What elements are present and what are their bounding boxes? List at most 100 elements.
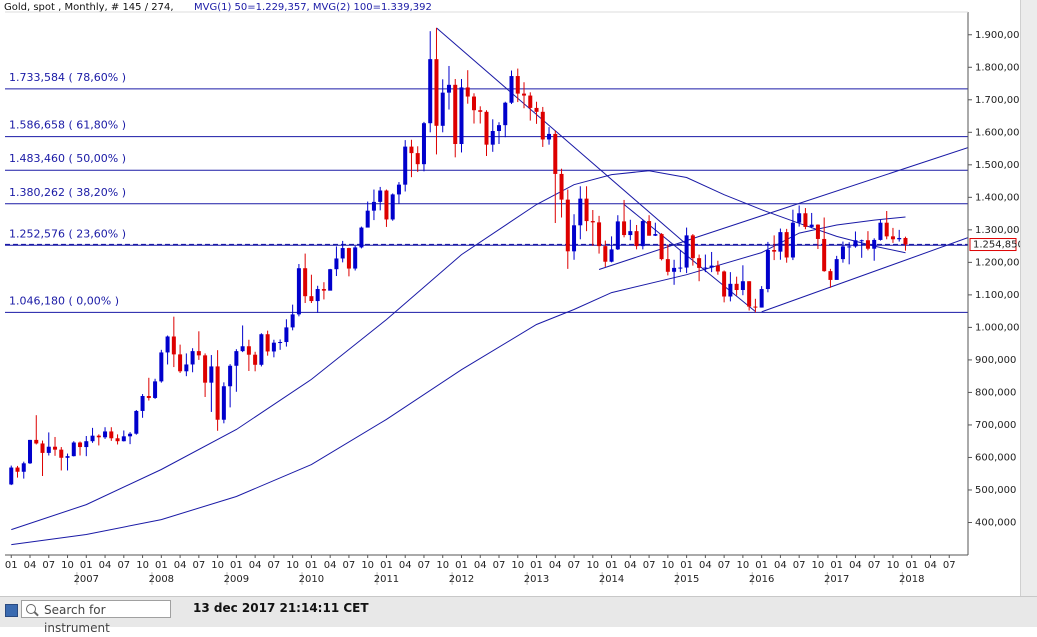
candle-body: [196, 351, 201, 356]
candle-body: [722, 271, 727, 297]
x-tick-label: 01: [830, 560, 843, 571]
candle-body: [215, 366, 220, 420]
x-tick-label: 10: [286, 560, 299, 571]
candle-body: [296, 268, 301, 315]
candle-body: [121, 436, 126, 442]
candle-body: [315, 289, 320, 302]
candle-body: [728, 283, 733, 297]
x-tick-label: 01: [605, 560, 618, 571]
candle-body: [246, 346, 251, 355]
candle-body: [559, 173, 564, 200]
year-label: 2017: [824, 574, 849, 585]
candle-body: [434, 59, 439, 126]
candle-body: [690, 235, 695, 259]
candle-body: [709, 265, 714, 268]
level-label: 1.733,584 ( 78,60% ): [9, 71, 126, 84]
menu-icon[interactable]: [5, 604, 18, 617]
candle-body: [59, 449, 64, 458]
candle-body: [665, 259, 670, 272]
y-tick-label: 500,000: [975, 485, 1016, 496]
x-tick-label: 07: [793, 560, 806, 571]
last-price-box: [969, 238, 1017, 252]
level-label: 1.380,262 ( 38,20% ): [9, 186, 126, 199]
candle-body: [78, 442, 83, 448]
candle-body: [459, 87, 464, 145]
candle-body: [65, 456, 70, 458]
candle-body: [446, 84, 451, 93]
year-label: 2010: [299, 574, 324, 585]
candle-body: [503, 102, 508, 126]
x-tick-label: 04: [849, 560, 862, 571]
level-label: 1.252,576 ( 23,60% ): [9, 227, 126, 240]
y-tick-label: 1.800,000: [975, 62, 1020, 73]
candle-body: [203, 355, 208, 383]
x-tick-label: 07: [418, 560, 431, 571]
y-tick-label: 700,000: [975, 420, 1016, 431]
candle-body: [897, 237, 902, 240]
level-label: 1.586,658 ( 61,80% ): [9, 119, 126, 132]
candle-body: [396, 184, 401, 195]
search-input[interactable]: Search for instrument: [21, 600, 171, 635]
candle-body: [578, 198, 583, 226]
candle-body: [678, 267, 683, 269]
candle-body: [153, 381, 158, 398]
y-tick-label: 1.000,000: [975, 322, 1020, 333]
x-tick-label: 04: [774, 560, 787, 571]
candle-body: [9, 467, 14, 485]
x-tick-label: 10: [812, 560, 825, 571]
x-tick-label: 01: [755, 560, 768, 571]
candle-body: [471, 96, 476, 111]
x-tick-label: 01: [455, 560, 468, 571]
x-tick-label: 07: [868, 560, 881, 571]
x-tick-label: 07: [493, 560, 506, 571]
candle-body: [534, 107, 539, 112]
scrollbar[interactable]: [1020, 0, 1037, 596]
x-tick-label: 07: [192, 560, 205, 571]
candle-body: [753, 306, 758, 308]
x-tick-label: 07: [117, 560, 130, 571]
x-tick-label: 01: [380, 560, 393, 571]
last-price-label: 1.254,850: [973, 240, 1020, 251]
candle-body: [15, 467, 20, 472]
search-placeholder: Search for instrument: [44, 603, 110, 635]
x-tick-label: 01: [80, 560, 93, 571]
candle-body: [509, 76, 514, 103]
candle-body: [797, 213, 802, 223]
candle-body: [590, 221, 595, 223]
toolbar: Search for instrument 13 dec 2017 21:14:…: [0, 596, 1037, 635]
candle-body: [309, 296, 314, 302]
candle-body: [540, 111, 545, 140]
y-tick-label: 1.900,000: [975, 30, 1020, 41]
candle-body: [715, 265, 720, 272]
candle-body: [903, 237, 908, 245]
candle-body: [415, 153, 420, 165]
candle-body: [759, 289, 764, 308]
candle-body: [340, 248, 345, 259]
candle-body: [497, 125, 502, 132]
candle-body: [384, 190, 389, 220]
x-tick-label: 10: [61, 560, 74, 571]
year-label: 2018: [899, 574, 924, 585]
candle-body: [240, 346, 245, 352]
x-tick-label: 04: [99, 560, 112, 571]
level-label: 1.483,460 ( 50,00% ): [9, 152, 126, 165]
x-tick-label: 10: [211, 560, 224, 571]
x-tick-label: 10: [436, 560, 449, 571]
x-tick-label: 01: [905, 560, 918, 571]
y-tick-label: 1.500,000: [975, 160, 1020, 171]
x-tick-label: 07: [643, 560, 656, 571]
x-tick-label: 07: [718, 560, 731, 571]
candle-body: [190, 351, 195, 365]
x-tick-label: 07: [943, 560, 956, 571]
x-tick-label: 04: [474, 560, 487, 571]
chart-title: Gold, spot , Monthly, # 145 / 274,: [4, 2, 174, 13]
candle-body: [734, 283, 739, 291]
candle-body: [547, 133, 552, 140]
candle-body: [622, 221, 627, 236]
candle-body: [428, 59, 433, 124]
y-tick-label: 1.100,000: [975, 290, 1020, 301]
chart: Gold, spot , Monthly, # 145 / 274, MVG(1…: [4, 2, 1020, 585]
candle-body: [328, 269, 333, 291]
candle-body: [628, 231, 633, 236]
year-label: 2013: [524, 574, 549, 585]
